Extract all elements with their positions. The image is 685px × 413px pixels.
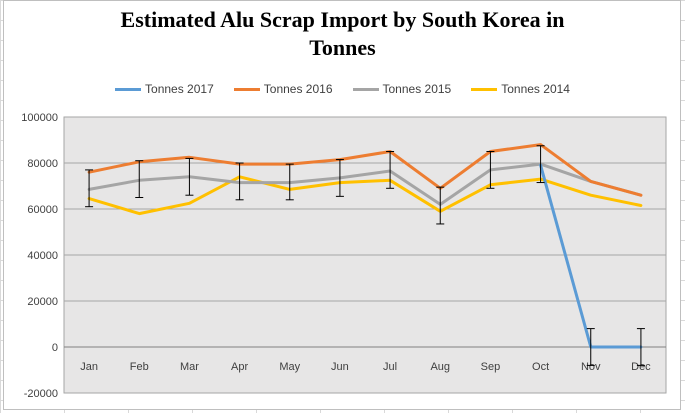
x-tick-label: Jun — [331, 361, 349, 373]
series-line-tonnes-2016 — [87, 143, 643, 197]
y-tick-label: 40000 — [27, 250, 58, 262]
x-tick-label: Apr — [231, 361, 248, 373]
legend-label-2014: Tonnes 2014 — [501, 82, 570, 96]
x-tick-label: Jul — [383, 361, 397, 373]
legend-item-2014: Tonnes 2014 — [471, 82, 570, 96]
legend-swatch-2016 — [233, 87, 260, 91]
y-tick-label: 20000 — [27, 296, 58, 308]
legend: Tonnes 2017 Tonnes 2016 Tonnes 2015 Tonn… — [0, 82, 685, 96]
legend-item-2016: Tonnes 2016 — [233, 82, 333, 96]
y-tick-label: 0 — [52, 342, 58, 354]
x-tick-label: May — [279, 361, 300, 373]
legend-item-2015: Tonnes 2015 — [352, 82, 452, 96]
legend-label-2016: Tonnes 2016 — [263, 82, 333, 96]
chart-title-line-1: Estimated Alu Scrap Import by South Kore… — [120, 7, 565, 32]
legend-swatch-2017 — [115, 87, 142, 91]
x-tick-label: Jan — [80, 361, 98, 373]
legend-label-2017: Tonnes 2017 — [145, 82, 214, 96]
y-tick-label: 100000 — [21, 112, 58, 124]
legend-item-2017: Tonnes 2017 — [115, 82, 214, 96]
series-line-tonnes-2014 — [87, 175, 643, 216]
y-tick-label: 80000 — [27, 158, 58, 170]
x-tick-label: Mar — [180, 361, 199, 373]
chart-title-line-2: Tonnes — [309, 35, 376, 60]
y-tick-label: 60000 — [27, 204, 58, 216]
y-tick-label: -20000 — [24, 388, 58, 400]
chart-title: Estimated Alu Scrap Import by South Kore… — [0, 6, 685, 62]
x-tick-label: Feb — [130, 361, 149, 373]
x-tick-label: Aug — [430, 361, 450, 373]
legend-label-2015: Tonnes 2015 — [382, 82, 452, 96]
legend-swatch-2015 — [352, 87, 379, 91]
x-tick-label: Oct — [532, 361, 549, 373]
x-tick-label: Sep — [481, 361, 501, 373]
series-line-tonnes-2015 — [87, 162, 643, 206]
legend-swatch-2014 — [471, 87, 498, 91]
x-tick-label: Dec — [631, 361, 651, 373]
x-tick-label: Nov — [581, 361, 601, 373]
